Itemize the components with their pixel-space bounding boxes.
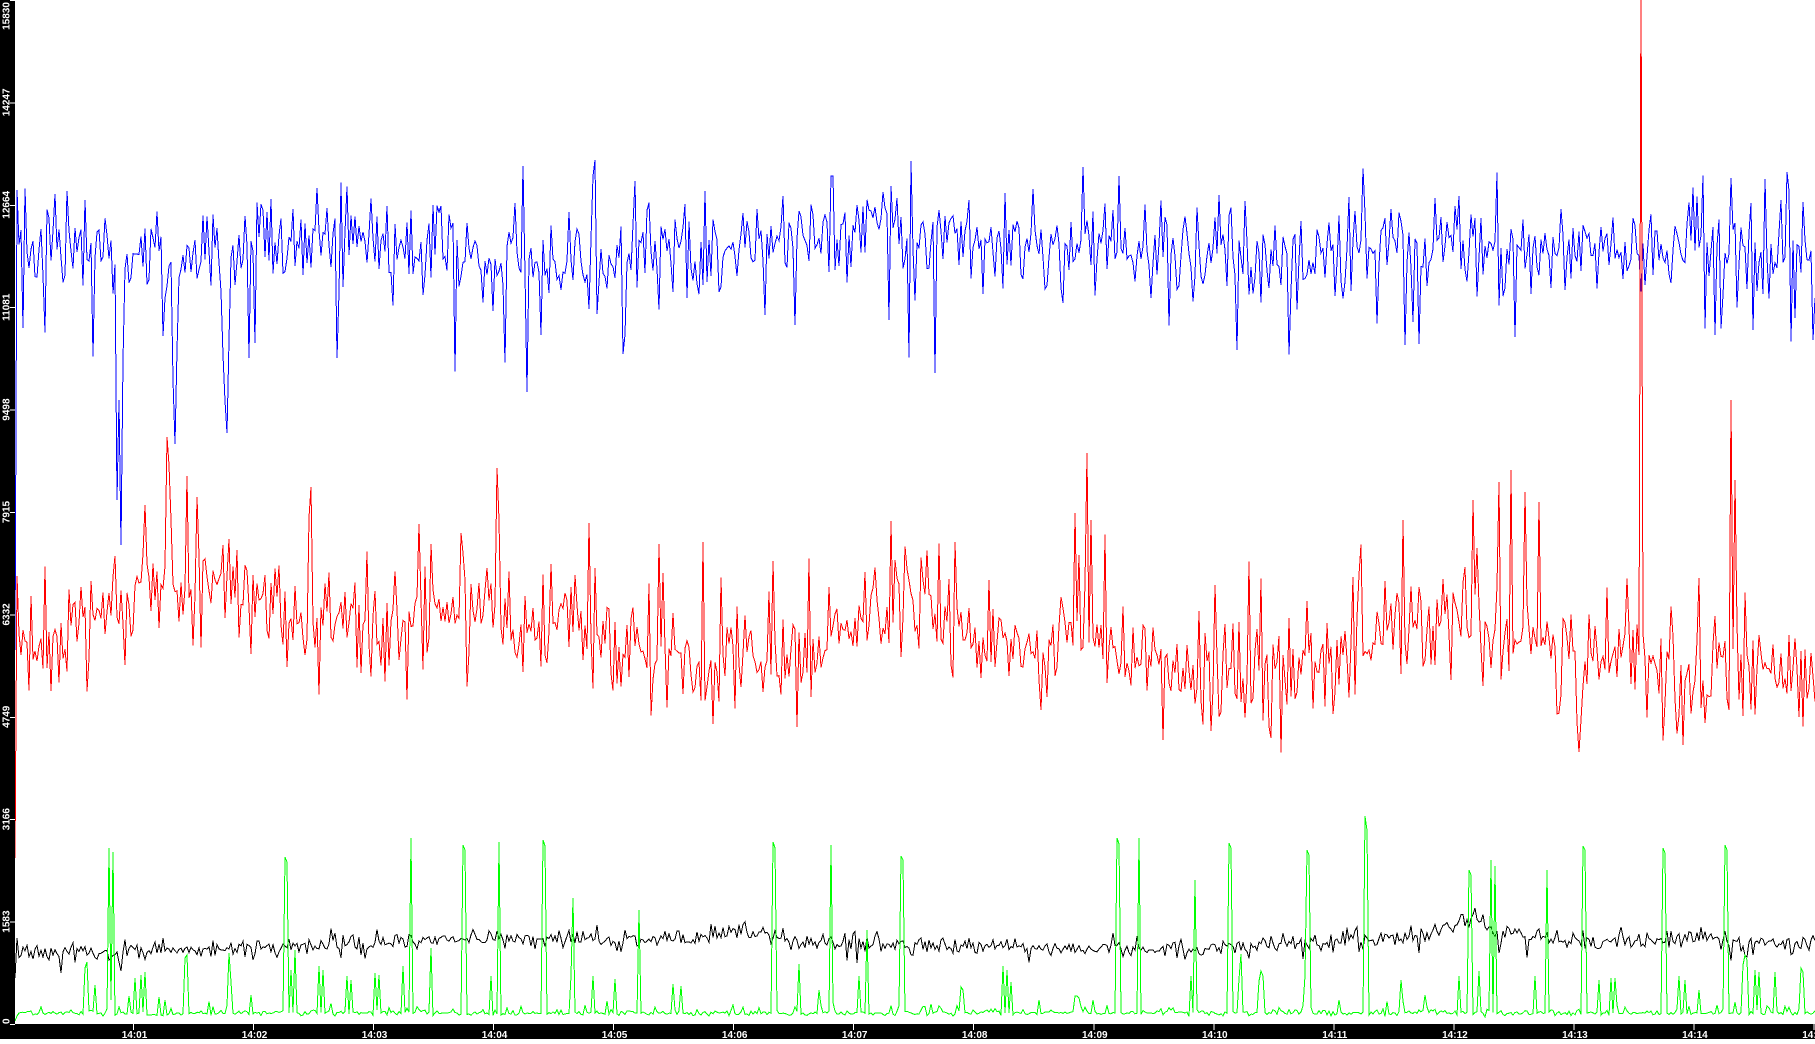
svg-text:1583: 1583 bbox=[2, 910, 13, 933]
svg-text:14:10: 14:10 bbox=[1202, 1030, 1228, 1039]
svg-text:14:04: 14:04 bbox=[482, 1030, 508, 1039]
svg-text:11081: 11081 bbox=[2, 293, 13, 321]
svg-text:14:03: 14:03 bbox=[362, 1030, 388, 1039]
svg-text:14:14: 14:14 bbox=[1682, 1030, 1708, 1039]
svg-text:12664: 12664 bbox=[2, 190, 13, 218]
svg-text:14:06: 14:06 bbox=[722, 1030, 748, 1039]
svg-text:6332: 6332 bbox=[2, 603, 13, 626]
svg-text:14:09: 14:09 bbox=[1082, 1030, 1108, 1039]
svg-text:3166: 3166 bbox=[2, 808, 13, 831]
svg-text:15830: 15830 bbox=[2, 2, 13, 30]
svg-text:14:07: 14:07 bbox=[842, 1030, 868, 1039]
svg-text:14:11: 14:11 bbox=[1322, 1030, 1347, 1039]
svg-text:14:12: 14:12 bbox=[1442, 1030, 1468, 1039]
svg-text:14:13: 14:13 bbox=[1562, 1030, 1588, 1039]
svg-text:14:15: 14:15 bbox=[1802, 1030, 1815, 1039]
svg-text:14:08: 14:08 bbox=[962, 1030, 988, 1039]
svg-text:14:02: 14:02 bbox=[242, 1030, 268, 1039]
svg-text:4749: 4749 bbox=[2, 705, 13, 728]
svg-text:14247: 14247 bbox=[2, 88, 13, 116]
svg-text:14:05: 14:05 bbox=[602, 1030, 628, 1039]
svg-text:0: 0 bbox=[2, 1018, 13, 1024]
svg-text:9498: 9498 bbox=[2, 398, 13, 421]
svg-text:14:01: 14:01 bbox=[122, 1030, 148, 1039]
svg-text:7915: 7915 bbox=[2, 500, 13, 523]
